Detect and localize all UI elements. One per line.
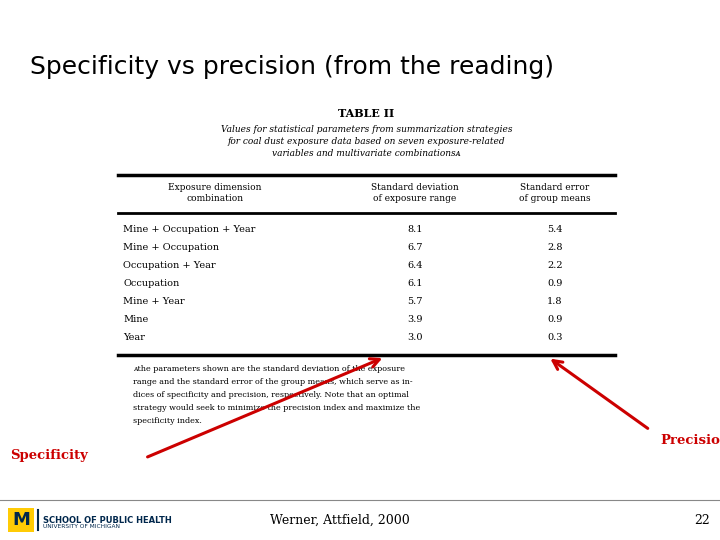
Text: 8.1: 8.1 xyxy=(408,225,423,234)
Text: 3.9: 3.9 xyxy=(408,315,423,324)
Text: Values for statistical parameters from summarization strategies: Values for statistical parameters from s… xyxy=(221,125,512,134)
Text: variables and multivariate combinationsᴀ: variables and multivariate combinationsᴀ xyxy=(272,149,461,158)
Bar xyxy=(8,508,34,532)
Text: Mine + Year: Mine + Year xyxy=(123,297,184,306)
Text: Standard deviation: Standard deviation xyxy=(371,183,459,192)
Text: ᴀthe parameters shown are the standard deviation of the exposure: ᴀthe parameters shown are the standard d… xyxy=(133,365,405,373)
Text: 0.3: 0.3 xyxy=(547,333,563,342)
Text: 0.9: 0.9 xyxy=(547,279,563,288)
Text: Mine + Occupation: Mine + Occupation xyxy=(123,243,219,252)
Text: combination: combination xyxy=(186,194,243,203)
Text: 1.8: 1.8 xyxy=(547,297,563,306)
Text: M: M xyxy=(12,511,30,529)
Text: Precision: Precision xyxy=(660,434,720,447)
Text: Specificity vs precision (from the reading): Specificity vs precision (from the readi… xyxy=(30,55,554,79)
Text: 5.7: 5.7 xyxy=(408,297,423,306)
Text: Standard error: Standard error xyxy=(521,183,590,192)
Text: Werner, Attfield, 2000: Werner, Attfield, 2000 xyxy=(270,514,410,526)
Text: 0.9: 0.9 xyxy=(547,315,563,324)
Text: TABLE II: TABLE II xyxy=(338,108,395,119)
Text: 2.8: 2.8 xyxy=(547,243,563,252)
Text: 22: 22 xyxy=(694,514,710,526)
Text: 6.7: 6.7 xyxy=(408,243,423,252)
Text: SCHOOL OF PUBLIC HEALTH: SCHOOL OF PUBLIC HEALTH xyxy=(43,516,172,525)
Text: Mine: Mine xyxy=(123,315,148,324)
Text: 6.1: 6.1 xyxy=(408,279,423,288)
Text: Year: Year xyxy=(123,333,145,342)
Text: Specificity: Specificity xyxy=(10,449,88,462)
Text: Occupation + Year: Occupation + Year xyxy=(123,261,215,270)
Text: Occupation: Occupation xyxy=(123,279,179,288)
Text: 3.0: 3.0 xyxy=(408,333,423,342)
Text: specificity index.: specificity index. xyxy=(133,417,202,425)
Text: for coal dust exposure data based on seven exposure-related: for coal dust exposure data based on sev… xyxy=(228,137,505,146)
Text: strategy would seek to minimize the precision index and maximize the: strategy would seek to minimize the prec… xyxy=(133,404,420,412)
Text: 2.2: 2.2 xyxy=(547,261,563,270)
Text: of exposure range: of exposure range xyxy=(374,194,456,203)
Text: UNIVERSITY OF MICHIGAN: UNIVERSITY OF MICHIGAN xyxy=(43,524,120,529)
Text: of group means: of group means xyxy=(519,194,591,203)
Text: dices of specificity and precision, respectively. Note that an optimal: dices of specificity and precision, resp… xyxy=(133,391,409,399)
Text: range and the standard error of the group means, which serve as in-: range and the standard error of the grou… xyxy=(133,378,413,386)
Text: 5.4: 5.4 xyxy=(547,225,563,234)
Text: 6.4: 6.4 xyxy=(408,261,423,270)
Text: Exposure dimension: Exposure dimension xyxy=(168,183,262,192)
Text: Mine + Occupation + Year: Mine + Occupation + Year xyxy=(123,225,256,234)
